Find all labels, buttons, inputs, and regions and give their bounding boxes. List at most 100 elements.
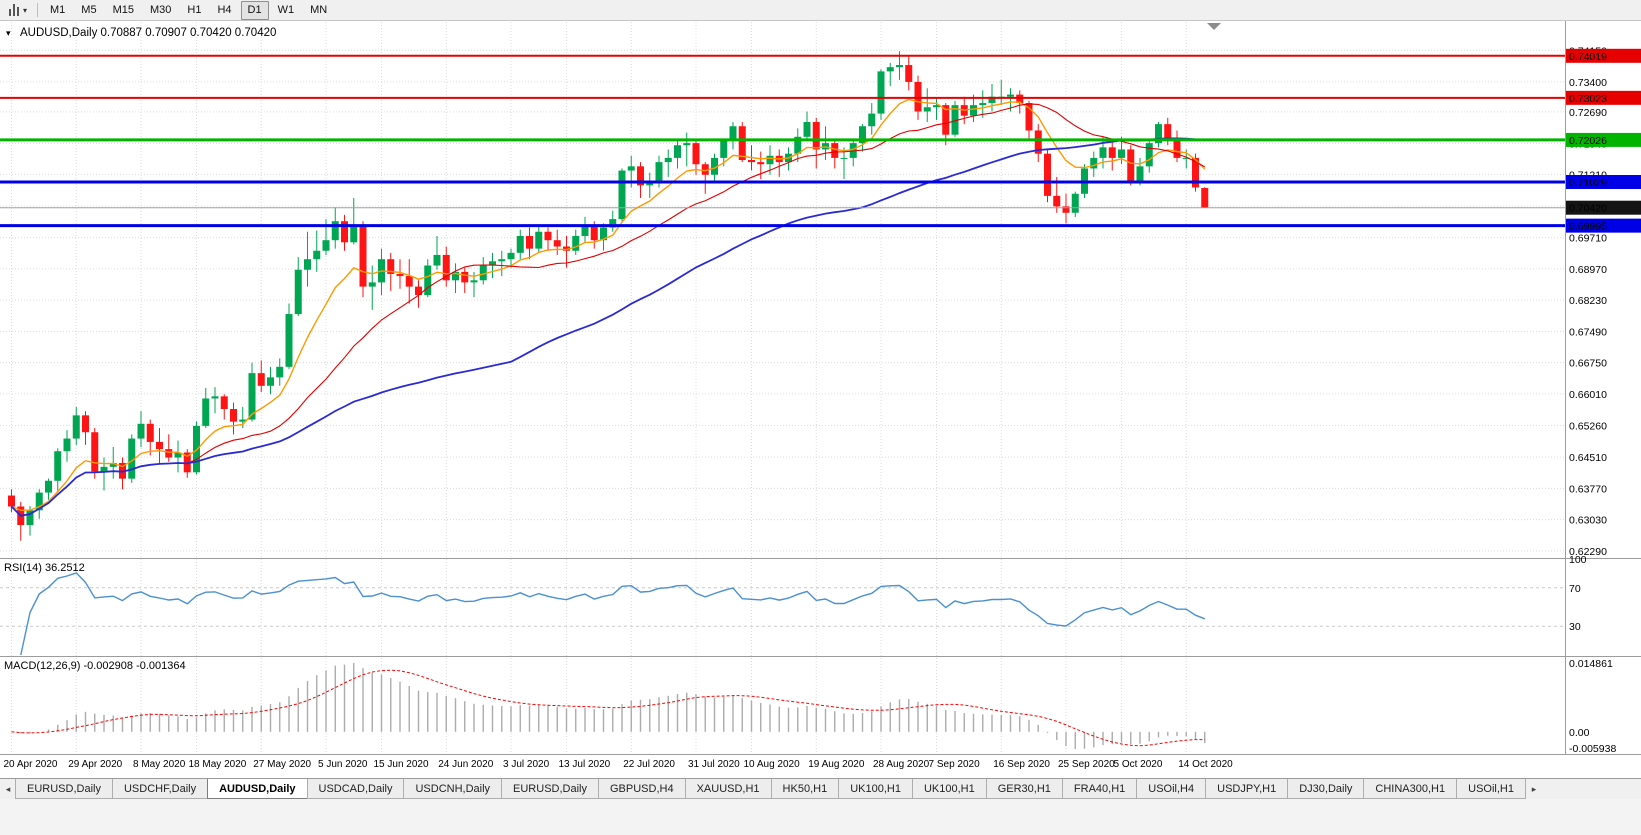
- candle: [146, 419, 154, 456]
- timeframe-button-m5[interactable]: M5: [81, 4, 97, 16]
- chart-tab-dj30-daily[interactable]: DJ30,Daily: [1287, 779, 1365, 799]
- chart-tab-usdchf-daily[interactable]: USDCHF,Daily: [111, 779, 209, 799]
- date-axis-label: 10 Aug 2020: [744, 759, 801, 770]
- toolbar-separator: [37, 3, 39, 17]
- candle: [701, 162, 709, 194]
- chart-tab-audusd-daily[interactable]: AUDUSD,Daily: [207, 779, 308, 799]
- chart-title: AUDUSD,Daily 0.70887 0.70907 0.70420 0.7…: [20, 27, 276, 39]
- candle: [1071, 191, 1079, 217]
- ma-mid-line: [11, 103, 1206, 517]
- candle: [1044, 149, 1051, 203]
- macd-axis-label: 0.014861: [1569, 658, 1613, 670]
- chart-tab-xauusd-h1[interactable]: XAUUSD,H1: [684, 779, 772, 799]
- chart-tab-china300-h1[interactable]: CHINA300,H1: [1363, 779, 1458, 799]
- date-axis-label: 19 Aug 2020: [808, 759, 865, 770]
- candle: [1062, 193, 1070, 224]
- candle: [720, 138, 728, 167]
- candle: [970, 94, 977, 123]
- tabs-scroll-left-button[interactable]: ◂: [5, 783, 11, 794]
- price-label-0-74019-box: [1566, 48, 1641, 63]
- price-axis-label: 0.65260: [1569, 420, 1607, 432]
- candle: [600, 223, 607, 251]
- candle: [35, 489, 43, 519]
- chart-tab-eurusd-daily[interactable]: EURUSD,Daily: [15, 779, 113, 799]
- chart-tab-usoil-h1[interactable]: USOil,H1: [1456, 779, 1526, 799]
- candle: [276, 358, 284, 386]
- chart-menu-icon[interactable]: ▾: [6, 28, 11, 38]
- candle: [1201, 187, 1209, 208]
- window-bottom-area: [0, 799, 1641, 835]
- candle: [479, 257, 487, 285]
- price-axis-label: 0.64510: [1569, 452, 1607, 464]
- candle: [618, 168, 626, 222]
- chart-tab-uk100-h1[interactable]: UK100,H1: [911, 779, 987, 799]
- candle: [359, 221, 367, 298]
- chart-tab-hk50-h1[interactable]: HK50,H1: [770, 779, 840, 799]
- chart-tab-ger30-h1[interactable]: GER30,H1: [985, 779, 1063, 799]
- candle: [507, 248, 515, 268]
- candle: [544, 227, 552, 251]
- price-label-0-69995-text: 0.69995: [1569, 221, 1607, 233]
- price-label-0-72026-text: 0.72026: [1569, 135, 1607, 147]
- candle: [433, 235, 441, 270]
- chart-tab-usdcnh-daily[interactable]: USDCNH,Daily: [403, 779, 503, 799]
- chart-tab-uk100-h1[interactable]: UK100,H1: [838, 779, 913, 799]
- rsi-label: RSI(14) 36.2512: [4, 562, 85, 574]
- candle: [1173, 130, 1181, 163]
- chart-tab-eurusd-daily[interactable]: EURUSD,Daily: [501, 779, 599, 799]
- ma-slow-line: [10, 137, 1205, 517]
- timeframe-button-w1[interactable]: W1: [277, 4, 295, 16]
- candle: [248, 362, 256, 422]
- chart-tab-fra40-h1[interactable]: FRA40,H1: [1061, 779, 1138, 799]
- candle: [951, 100, 959, 137]
- timeframe-button-h1[interactable]: H1: [187, 4, 202, 16]
- candle: [63, 430, 71, 462]
- price-axis-label: 0.66010: [1569, 389, 1607, 401]
- timeframe-button-m30[interactable]: M30: [149, 4, 172, 16]
- date-axis-label: 25 Sep 2020: [1058, 759, 1115, 770]
- candle: [1145, 141, 1153, 173]
- candle: [137, 411, 145, 448]
- chart-canvas[interactable]: 0.741500.734000.726900.719400.712100.704…: [0, 21, 1641, 772]
- candle: [267, 366, 274, 395]
- candle: [54, 448, 62, 492]
- candle: [128, 434, 136, 483]
- tabs-scroll-right-button[interactable]: ▸: [1531, 783, 1537, 794]
- price-axis-label: 0.62290: [1569, 546, 1607, 558]
- candle: [442, 246, 450, 287]
- date-axis-label: 28 Aug 2020: [873, 759, 930, 770]
- timeframe-button-h4[interactable]: H4: [217, 4, 232, 16]
- candle: [405, 259, 413, 304]
- chart-type-icon[interactable]: ▾: [4, 1, 32, 20]
- candle: [572, 229, 580, 255]
- ma-fast-line: [11, 98, 1206, 511]
- candle: [8, 489, 15, 513]
- macd-signal-line: [11, 669, 1205, 747]
- date-axis-label: 15 Jun 2020: [374, 759, 429, 770]
- chart-shift-marker[interactable]: [1207, 23, 1221, 30]
- candle: [368, 265, 376, 310]
- candle: [396, 259, 404, 289]
- chart-tab-gbpusd-h4[interactable]: GBPUSD,H4: [598, 779, 686, 799]
- price-axis-label: 0.66750: [1569, 358, 1607, 370]
- macd-label: MACD(12,26,9) -0.002908 -0.001364: [4, 660, 186, 672]
- date-axis-label: 7 Sep 2020: [929, 759, 981, 770]
- date-axis-label: 16 Sep 2020: [993, 759, 1050, 770]
- macd-histogram: [20, 663, 1206, 749]
- price-label-0-71029-text: 0.71029: [1569, 177, 1607, 189]
- date-axis-label: 20 Apr 2020: [4, 759, 58, 770]
- candle: [979, 90, 987, 118]
- candle: [82, 411, 89, 445]
- timeframe-button-d1[interactable]: D1: [240, 0, 269, 20]
- macd-axis-label: 0.00: [1569, 727, 1590, 739]
- date-axis-label: 22 Jul 2020: [623, 759, 675, 770]
- chart-tabs: EURUSD,Daily USDCHF,Daily AUDUSD,Daily USDC…: [15, 779, 1526, 799]
- candle: [452, 263, 459, 293]
- chart-tab-usoil-h4[interactable]: USOil,H4: [1136, 779, 1207, 799]
- timeframe-button-mn[interactable]: MN: [310, 4, 328, 16]
- chart-tab-usdjpy-h1[interactable]: USDJPY,H1: [1205, 779, 1289, 799]
- timeframe-button-m1[interactable]: M1: [50, 4, 66, 16]
- chart-tab-usdcad-daily[interactable]: USDCAD,Daily: [306, 779, 405, 799]
- rsi-axis-label: 70: [1569, 583, 1581, 595]
- timeframe-button-m15[interactable]: M15: [112, 4, 134, 16]
